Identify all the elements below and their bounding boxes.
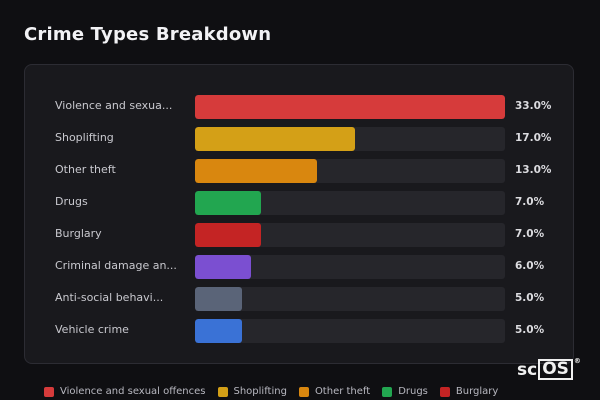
category-label: Violence and sexua... — [55, 99, 173, 112]
legend-item[interactable]: Burglary — [439, 386, 499, 397]
legend-label: Violence and sexual offences — [60, 386, 206, 397]
bar-row: Burglary 7.0% — [25, 223, 573, 247]
bar[interactable] — [195, 287, 242, 311]
chart-title: Crime Types Breakdown — [24, 24, 272, 45]
legend-label: Other theft — [314, 386, 371, 397]
bar[interactable] — [195, 319, 242, 343]
value-label: 7.0% — [515, 196, 545, 208]
category-label: Drugs — [55, 195, 88, 208]
bar-row: Shoplifting 17.0% — [25, 127, 573, 151]
brand-logo: sc OS ® — [517, 357, 581, 380]
chart-legend: Violence and sexual offences Shoplifting O… — [44, 386, 498, 397]
value-label: 7.0% — [515, 228, 545, 240]
legend-item[interactable]: Violence and sexual offences — [44, 386, 206, 397]
category-label: Burglary — [55, 227, 102, 240]
legend-item[interactable]: Shoplifting — [217, 386, 287, 397]
bar[interactable] — [195, 223, 261, 247]
category-label: Anti-social behavi... — [55, 291, 164, 304]
bar-row: Anti-social behavi... 5.0% — [25, 287, 573, 311]
bar-row: Vehicle crime 5.0% — [25, 319, 573, 343]
bar-track — [195, 319, 505, 343]
bar-track — [195, 287, 505, 311]
value-label: 13.0% — [515, 164, 552, 176]
bar[interactable] — [195, 127, 355, 151]
logo-text-box: OS — [538, 359, 573, 380]
registered-mark-icon: ® — [573, 357, 581, 365]
legend-item[interactable]: Drugs — [382, 386, 428, 397]
bar-track — [195, 191, 505, 215]
bar-track — [195, 223, 505, 247]
legend-label: Shoplifting — [233, 386, 287, 397]
bar-track — [195, 95, 505, 119]
bar[interactable] — [195, 191, 261, 215]
bar-track — [195, 159, 505, 183]
category-label: Other theft — [55, 163, 116, 176]
bar-track — [195, 255, 505, 279]
value-label: 6.0% — [515, 260, 545, 272]
legend-swatch — [439, 386, 450, 397]
chart-card: Violence and sexua... 33.0% Shoplifting 17.… — [24, 64, 574, 364]
bar-track — [195, 127, 505, 151]
bar[interactable] — [195, 159, 318, 183]
legend-item[interactable]: Other theft — [298, 386, 371, 397]
category-label: Vehicle crime — [55, 323, 129, 336]
logo-text-left: sc — [517, 359, 538, 380]
value-label: 17.0% — [515, 132, 552, 144]
legend-swatch — [382, 386, 393, 397]
bar[interactable] — [195, 95, 505, 119]
value-label: 5.0% — [515, 324, 545, 336]
legend-label: Burglary — [455, 386, 499, 397]
bar-row: Violence and sexua... 33.0% — [25, 95, 573, 119]
legend-swatch — [298, 386, 309, 397]
bar[interactable] — [195, 255, 252, 279]
legend-swatch — [44, 386, 54, 397]
value-label: 33.0% — [515, 100, 552, 112]
bar-row: Drugs 7.0% — [25, 191, 573, 215]
bar-row: Other theft 13.0% — [25, 159, 573, 183]
category-label: Shoplifting — [55, 131, 114, 144]
legend-swatch — [217, 386, 228, 397]
value-label: 5.0% — [515, 292, 545, 304]
bar-row: Criminal damage an... 6.0% — [25, 255, 573, 279]
category-label: Criminal damage an... — [55, 259, 177, 272]
legend-label: Drugs — [398, 386, 428, 397]
